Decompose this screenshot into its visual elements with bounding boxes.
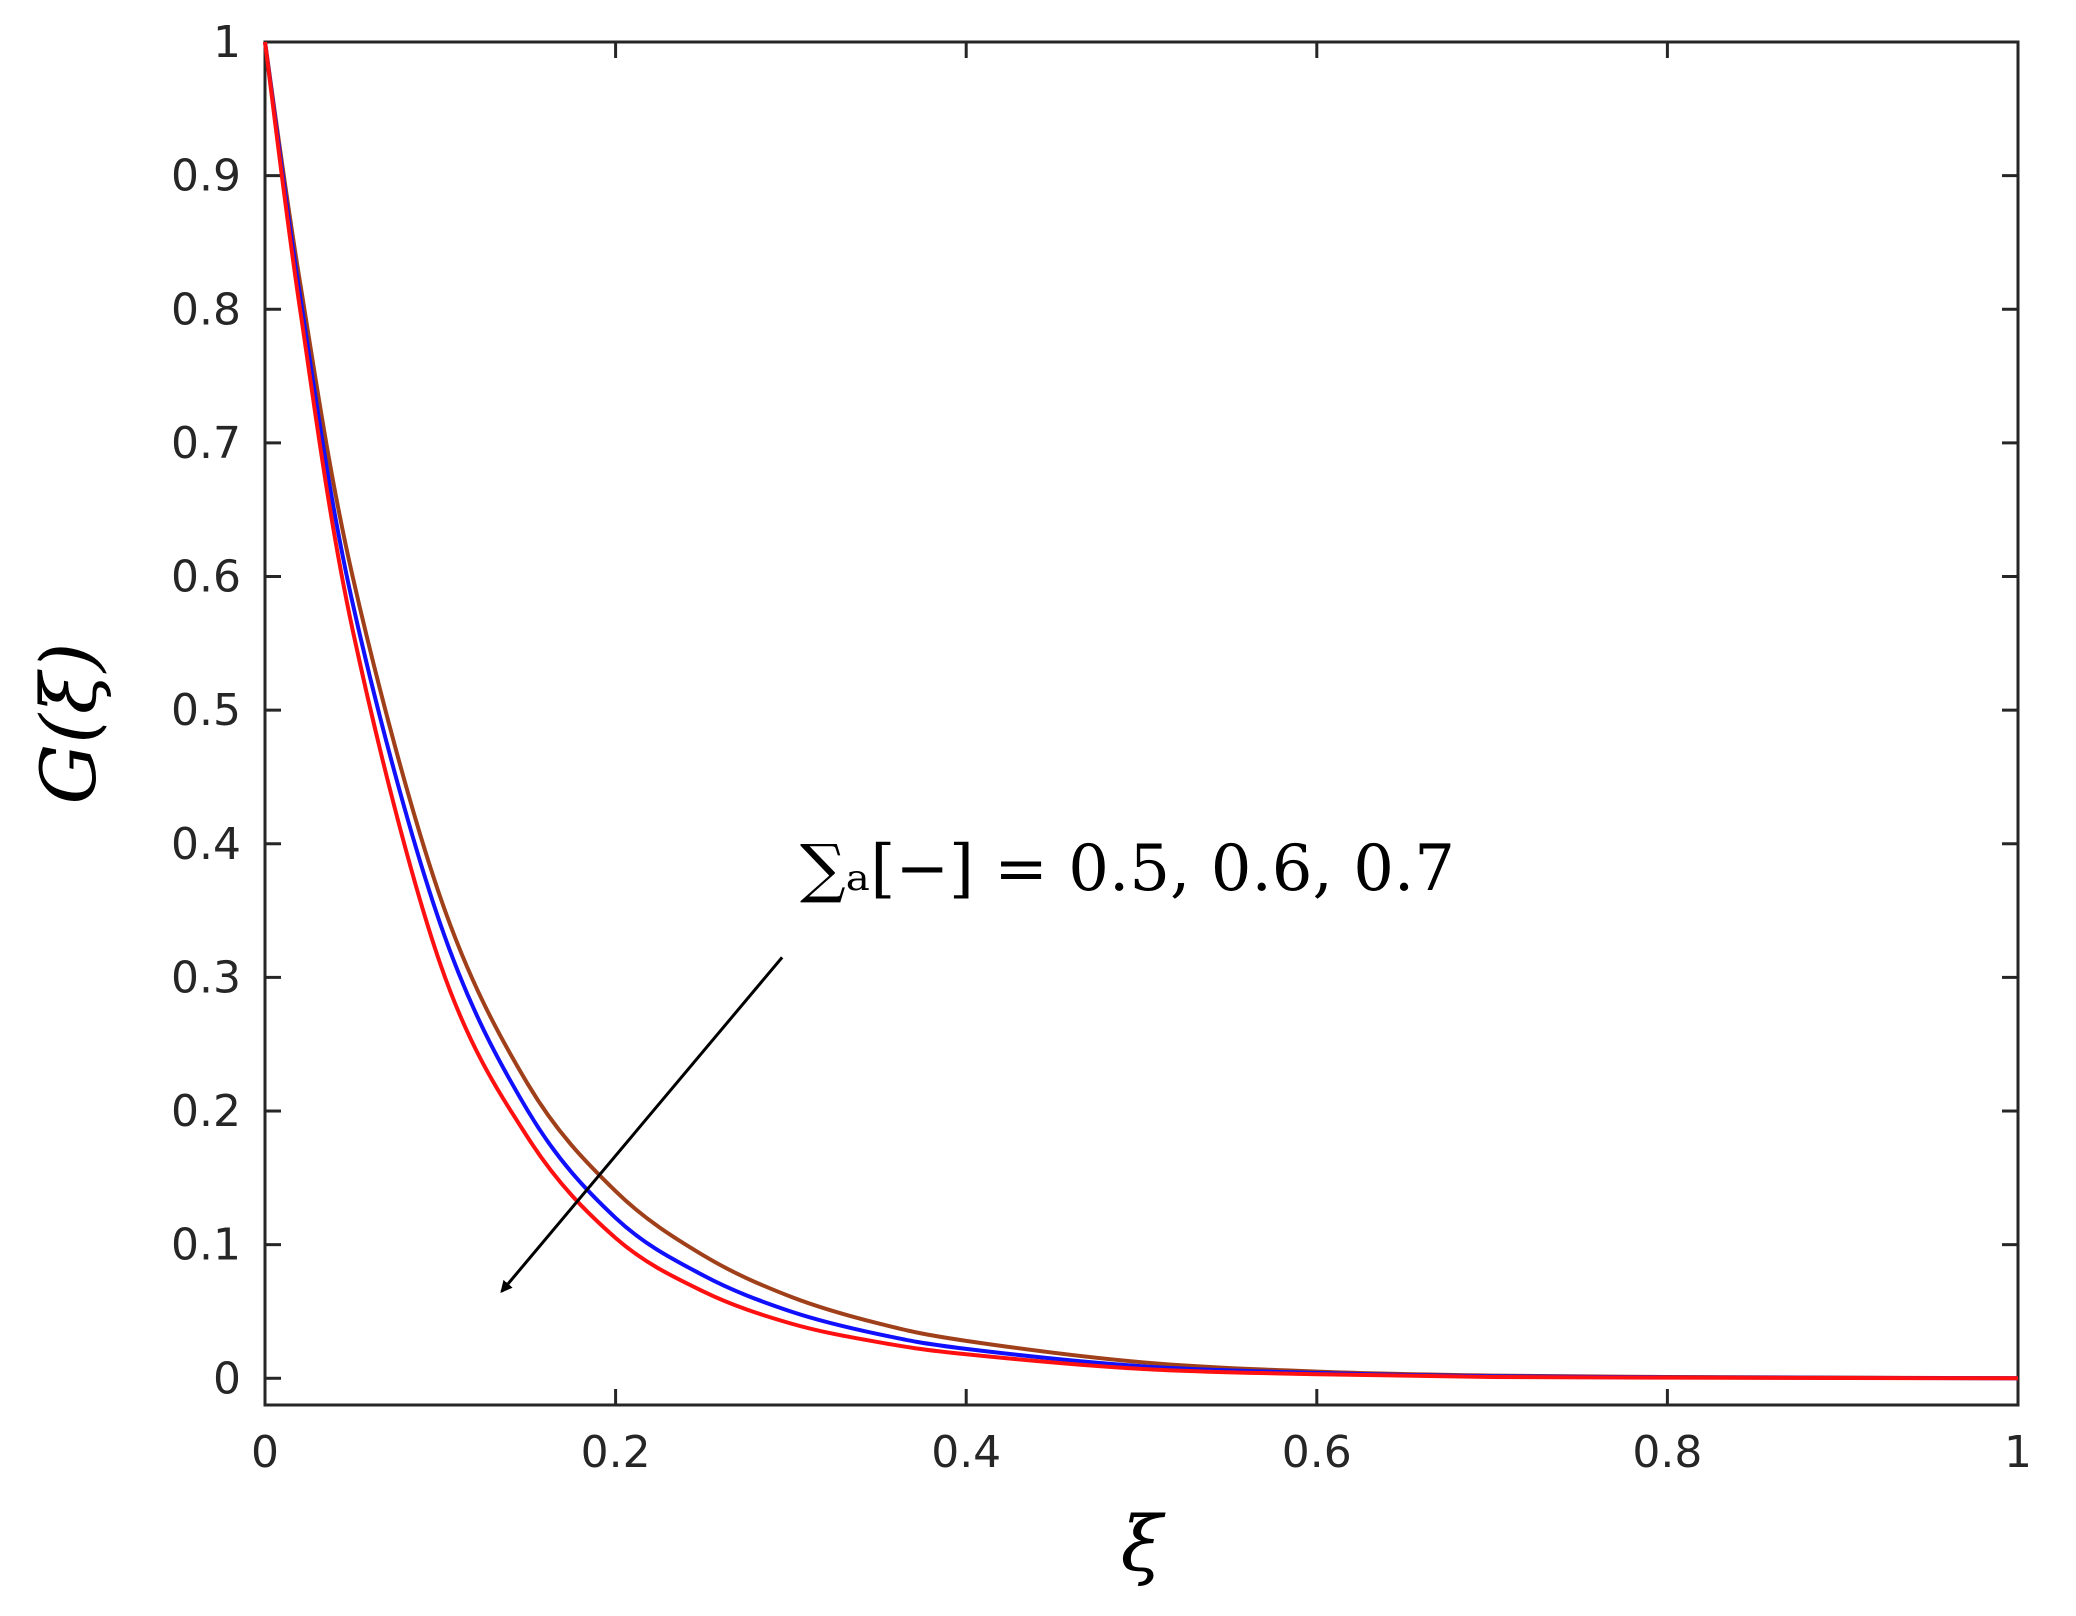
annotation-label: ∑ₐ[−] = 0.5, 0.6, 0.7 <box>800 832 1455 906</box>
y-tick-label: 1 <box>213 17 241 68</box>
x-tick-label: 0 <box>251 1427 279 1478</box>
y-tick-label: 0.3 <box>171 952 241 1003</box>
series-line-1 <box>263 41 2019 1381</box>
x-tick-label: 0.2 <box>581 1427 651 1478</box>
y-tick-label: 0.2 <box>171 1086 241 1137</box>
y-tick-label: 0.4 <box>171 819 241 870</box>
x-axis-title: ξ <box>1121 1499 1166 1588</box>
y-tick-label: 0.6 <box>171 552 241 603</box>
y-tick-label: 0.8 <box>171 284 241 335</box>
x-tick-label: 0.8 <box>1632 1427 1702 1478</box>
y-tick-label: 0.9 <box>171 151 241 202</box>
y-tick-label: 0.1 <box>171 1220 241 1271</box>
x-tick-label: 1 <box>2004 1427 2032 1478</box>
series-line-3 <box>263 41 2019 1381</box>
y-tick-label: 0.5 <box>171 685 241 736</box>
y-tick-label: 0.7 <box>171 418 241 469</box>
y-tick-label: 0 <box>213 1353 241 1404</box>
plot-frame <box>263 40 2020 1407</box>
series-line-2 <box>263 41 2019 1381</box>
x-tick-label: 0.4 <box>931 1427 1001 1478</box>
annotation-arrow <box>500 956 784 1293</box>
y-axis-title: G(ξ) <box>24 643 113 805</box>
x-tick-label: 0.6 <box>1282 1427 1352 1478</box>
